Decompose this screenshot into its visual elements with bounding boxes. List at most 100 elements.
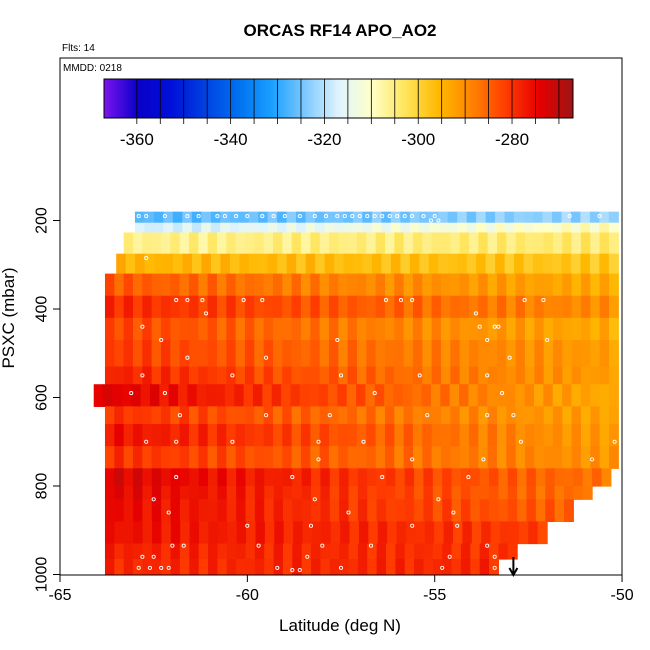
heatmap-cell [348, 468, 359, 487]
heatmap-cell [442, 499, 453, 522]
heatmap-cell [236, 468, 247, 487]
sample-marker [222, 214, 227, 219]
heatmap-cell [180, 521, 191, 545]
heatmap-cell [375, 366, 386, 385]
heatmap-cell [582, 486, 593, 500]
heatmap-cell [328, 295, 339, 319]
sample-marker [174, 475, 179, 480]
heatmap-cell [450, 366, 461, 385]
heatmap-cell [431, 273, 442, 297]
heatmap-cell [104, 317, 115, 341]
heatmap-cell [244, 295, 255, 319]
sample-marker [338, 565, 344, 570]
heatmap-cell [291, 446, 302, 469]
heatmap-cell [273, 499, 284, 522]
y-tick-label: 800 [34, 473, 51, 500]
heatmap-cell [353, 253, 364, 275]
colorbar-swatch [451, 79, 454, 118]
heatmap-cell [170, 559, 181, 576]
heatmap-cell [422, 366, 433, 385]
colorbar-swatch [512, 79, 515, 118]
heatmap-cell [272, 366, 283, 385]
heatmap-cell [543, 424, 554, 447]
heatmap-cell [252, 384, 263, 407]
heatmap-cell [302, 521, 313, 545]
heatmap-cell [281, 384, 292, 407]
heatmap-cell [534, 232, 545, 255]
heatmap-cell [321, 521, 332, 545]
heatmap-cell [151, 486, 162, 500]
colorbar-swatch [300, 79, 304, 118]
colorbar-swatch [115, 79, 119, 118]
heatmap-cell [524, 232, 535, 255]
sample-marker [421, 214, 426, 219]
heatmap-cell [309, 384, 320, 407]
heatmap-cell [403, 273, 414, 297]
heatmap-cell [282, 486, 293, 500]
heatmap-cell [414, 559, 425, 576]
heatmap-cell [114, 543, 125, 560]
heatmap-cell [432, 543, 443, 560]
heatmap-cell [571, 446, 582, 469]
heatmap-cell [282, 559, 293, 576]
heatmap-cell [207, 406, 218, 425]
heatmap-cell [543, 406, 554, 425]
colorbar-swatch [286, 79, 290, 118]
chart-title: ORCAS RF14 APO_AO2 [243, 21, 436, 40]
heatmap-cell [123, 406, 134, 425]
heatmap-cell [422, 424, 433, 447]
heatmap-cell [580, 406, 591, 425]
heatmap-cell [224, 384, 235, 407]
heatmap-cell [396, 521, 407, 545]
heatmap-cell [571, 232, 582, 255]
heatmap-cell [450, 295, 461, 319]
heatmap-cell [447, 222, 458, 234]
heatmap-cell [509, 521, 520, 545]
heatmap-cell [235, 339, 246, 368]
heatmap-cell [286, 211, 297, 224]
heatmap-cell [291, 232, 302, 255]
heatmap-cell [263, 232, 274, 255]
heatmap-cell [104, 486, 115, 500]
sample-marker [492, 554, 497, 559]
sample-marker [177, 413, 182, 418]
heatmap-cell [357, 232, 367, 255]
heatmap-cell [470, 543, 481, 560]
heatmap-cell [537, 521, 548, 545]
heatmap-cell [292, 499, 303, 522]
heatmap-cell [114, 499, 125, 522]
colorbar-swatch [558, 79, 562, 118]
heatmap-cell [339, 486, 350, 500]
colorbar-swatch [523, 79, 527, 118]
heatmap-cell [104, 543, 115, 560]
colorbar-swatch [232, 79, 236, 118]
sample-marker [466, 475, 471, 480]
sample-marker [425, 413, 430, 418]
colorbar-swatch [200, 79, 203, 118]
sample-marker [305, 554, 310, 559]
heatmap-cell [543, 295, 554, 319]
heatmap-cell [580, 232, 591, 255]
colorbar-swatch [465, 79, 468, 118]
heatmap-cell [132, 317, 143, 341]
heatmap-cell [608, 406, 619, 425]
heatmap-cell [338, 273, 349, 297]
heatmap-cell [487, 424, 498, 447]
heatmap-cell [133, 521, 144, 545]
heatmap-cell [487, 273, 498, 297]
colorbar-swatch [293, 79, 297, 118]
colorbar-swatch [502, 79, 506, 118]
colorbar-swatch [120, 79, 124, 118]
heatmap-cell [226, 499, 237, 522]
colorbar-swatch [547, 79, 551, 118]
heatmap-cell [590, 295, 601, 319]
heatmap-cell [320, 468, 331, 487]
heatmap-cell [518, 521, 529, 545]
sample-marker [260, 298, 265, 303]
heatmap-cell [348, 499, 359, 522]
heatmap-cell [524, 424, 535, 447]
sample-marker [140, 324, 145, 329]
heatmap-cell [447, 211, 458, 224]
colorbar-swatch [284, 79, 288, 118]
heatmap-cell [403, 366, 414, 385]
